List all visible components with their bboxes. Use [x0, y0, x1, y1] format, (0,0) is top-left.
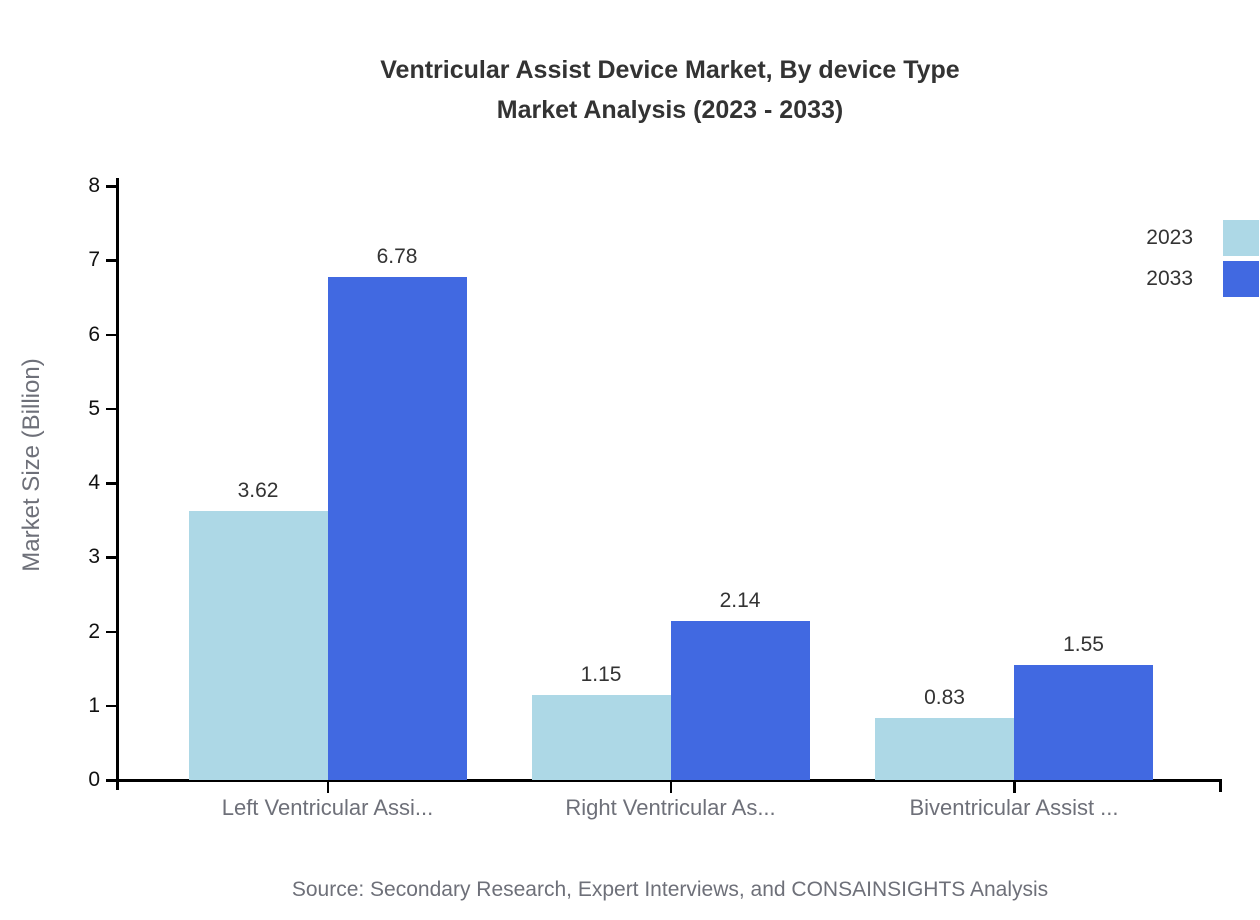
bar-2023-0[interactable] — [188, 511, 328, 780]
y-tick-label: 1 — [88, 693, 100, 717]
legend-swatch-2033-icon — [1223, 261, 1259, 297]
y-tick — [106, 333, 116, 336]
y-tick-label: 0 — [88, 768, 100, 791]
x-category-label: Biventricular Assist ... — [909, 795, 1119, 820]
x-tick — [669, 782, 672, 793]
bar-2033-1[interactable] — [670, 621, 810, 780]
bar-value-label: 1.15 — [580, 662, 622, 686]
y-tick — [106, 704, 116, 708]
x-tick — [1013, 782, 1016, 793]
bar-value-label: 0.83 — [924, 686, 965, 710]
y-tick — [106, 259, 116, 262]
x-tick — [326, 782, 329, 793]
chart-title-line2: Market Analysis (2023 - 2033) — [496, 96, 844, 124]
bar-value-label: 1.55 — [1063, 632, 1104, 656]
y-tick-label: 4 — [88, 471, 100, 494]
bar-2023-1[interactable] — [531, 694, 671, 780]
y-tick-label: 3 — [88, 545, 100, 569]
y-tick — [106, 407, 116, 411]
legend-swatch-2023-icon — [1223, 220, 1259, 256]
bar-2033-0[interactable] — [327, 276, 467, 780]
legend-item-2033[interactable]: 2033 — [1090, 261, 1259, 297]
y-tick — [106, 630, 116, 633]
chart-title-line1: Ventricular Assist Device Market, By dev… — [380, 56, 960, 84]
x-axis-line — [116, 779, 1222, 782]
y-tick — [106, 185, 116, 188]
y-axis-line — [116, 178, 119, 790]
legend-item-2023[interactable]: 2023 — [1090, 220, 1259, 256]
bar-value-label: 6.78 — [376, 244, 418, 268]
x-category-label: Right Ventricular As... — [565, 795, 776, 820]
bar-2023-2[interactable] — [875, 718, 1014, 780]
chart-title: Ventricular Assist Device Market, By dev… — [78, 50, 1260, 130]
source-attribution: Source: Secondary Research, Expert Inter… — [291, 878, 1049, 901]
x-axis-endcap — [1219, 779, 1222, 792]
bar-2033-2[interactable] — [1014, 664, 1153, 780]
y-tick — [106, 779, 116, 782]
y-tick-label: 7 — [88, 248, 100, 272]
legend-label-2023: 2023 — [1146, 226, 1193, 249]
y-tick — [106, 482, 116, 485]
legend-label-2033: 2033 — [1146, 267, 1193, 290]
y-tick — [106, 556, 116, 559]
y-tick-label: 8 — [88, 174, 100, 197]
y-tick-label: 6 — [88, 322, 100, 346]
y-tick-label: 2 — [88, 619, 100, 643]
y-tick-label: 5 — [88, 396, 100, 420]
bar-value-label: 2.14 — [719, 589, 761, 613]
bar-value-label: 3.62 — [237, 479, 279, 503]
x-category-label: Left Ventricular Assi... — [221, 795, 434, 820]
